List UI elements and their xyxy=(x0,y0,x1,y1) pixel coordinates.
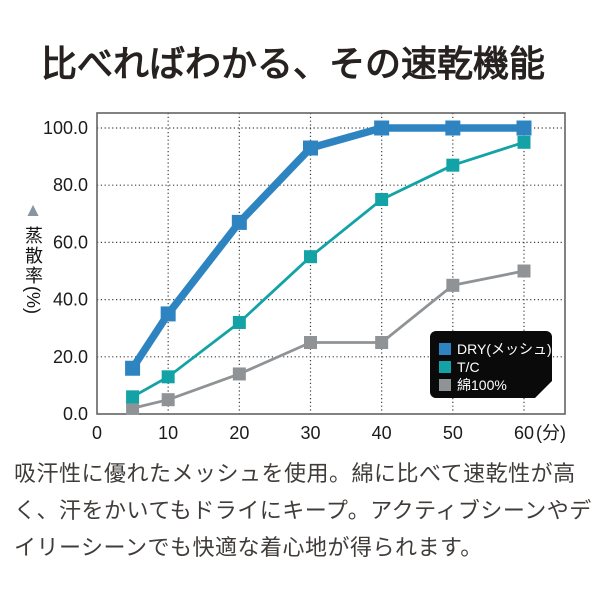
marker-DRY(メッシュ)-30 xyxy=(303,140,318,156)
y-axis-label: ▲ 蒸散率(%) xyxy=(16,201,50,314)
marker-DRY(メッシュ)-20 xyxy=(231,214,247,230)
x-tick-label-30: 30 xyxy=(300,423,320,443)
marker-T/C-5 xyxy=(126,390,140,404)
x-axis-unit: (分) xyxy=(536,423,566,443)
legend-item-cotton: 綿100% xyxy=(439,375,544,395)
legend-label-tc: T/C xyxy=(457,359,480,375)
cotton-series-swatch xyxy=(439,379,451,391)
marker-綿100%-5 xyxy=(126,401,140,415)
legend-item-dry: DRY(メッシュ) xyxy=(439,339,544,359)
y-tick-label-0: 0.0 xyxy=(63,404,88,424)
marker-T/C-10 xyxy=(161,370,175,384)
marker-DRY(メッシュ)-50 xyxy=(445,120,461,136)
y-axis-label-text: 蒸散率(%) xyxy=(23,226,43,314)
x-tick-label-50: 50 xyxy=(443,423,463,443)
dry-series-swatch xyxy=(439,343,451,355)
chart-legend: DRY(メッシュ) T/C 綿100% xyxy=(430,331,552,398)
legend-label-cotton: 綿100% xyxy=(457,377,507,393)
marker-T/C-40 xyxy=(375,193,389,206)
x-tick-label-60: 60 xyxy=(514,423,534,443)
page-title: 比べればわかる、その速乾機能 xyxy=(41,43,546,84)
marker-DRY(メッシュ)-40 xyxy=(374,120,390,136)
marker-綿100%-50 xyxy=(446,278,460,292)
marker-T/C-20 xyxy=(232,315,246,329)
marker-DRY(メッシュ)-60 xyxy=(516,120,532,136)
y-tick-label-40: 40.0 xyxy=(53,290,88,310)
marker-T/C-60 xyxy=(517,135,531,149)
marker-綿100%-20 xyxy=(232,367,246,381)
x-tick-label-10: 10 xyxy=(158,423,178,443)
marker-T/C-50 xyxy=(446,158,460,172)
marker-T/C-30 xyxy=(304,250,317,264)
marker-綿100%-10 xyxy=(161,393,175,407)
plot-border xyxy=(96,112,566,415)
marker-綿100%-30 xyxy=(304,336,317,349)
tc-series-swatch xyxy=(439,361,451,373)
description-text: 吸汗性に優れたメッシュを使用。綿に比べて速乾性が高く、汗をかいてもドライにキープ… xyxy=(14,461,592,560)
x-tick-label-40: 40 xyxy=(372,423,392,443)
y-tick-label-60: 60.0 xyxy=(53,232,88,252)
evaporation-rate-chart: 0.0 20.0 40.0 60.0 80.0 100.0 0 10 20 30 40 50 60 (分) xyxy=(43,112,566,443)
y-tick-label-20: 20.0 xyxy=(53,347,88,367)
marker-DRY(メッシュ)-10 xyxy=(160,306,176,322)
y-tick-label-100: 100.0 xyxy=(43,118,88,138)
x-tick-label-20: 20 xyxy=(229,423,249,443)
marker-綿100%-60 xyxy=(517,264,531,278)
x-tick-label-0: 0 xyxy=(92,423,102,443)
legend-label-dry: DRY(メッシュ) xyxy=(457,341,552,357)
y-tick-label-80: 80.0 xyxy=(53,175,88,195)
legend-item-tc: T/C xyxy=(439,359,544,375)
up-triangle-icon: ▲ xyxy=(23,200,43,221)
marker-綿100%-40 xyxy=(375,336,389,349)
marker-DRY(メッシュ)-5 xyxy=(125,360,141,376)
